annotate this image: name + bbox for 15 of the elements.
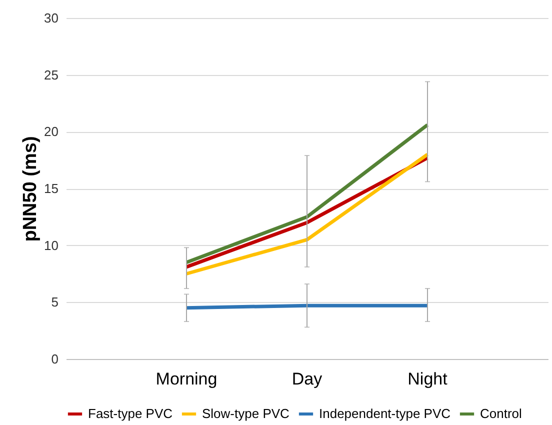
y-tick-label: 25 xyxy=(44,67,58,82)
legend-label: Independent-type PVC xyxy=(319,406,451,421)
y-tick-label: 20 xyxy=(44,124,58,140)
x-tick-label: Morning xyxy=(156,370,218,388)
x-tick-label: Night xyxy=(408,370,448,388)
y-axis-title: pNN50 (ms) xyxy=(20,136,42,242)
x-tick-label: Day xyxy=(292,370,323,388)
legend-label: Control xyxy=(480,406,522,421)
y-tick-label: 10 xyxy=(44,238,58,253)
legend-label: Slow-type PVC xyxy=(202,406,290,421)
legend-label: Fast-type PVC xyxy=(88,406,173,421)
y-tick-label: 5 xyxy=(51,294,58,310)
y-tick-label: 15 xyxy=(44,181,58,196)
y-tick-label: 30 xyxy=(44,10,58,26)
y-tick-label: 0 xyxy=(51,352,58,366)
